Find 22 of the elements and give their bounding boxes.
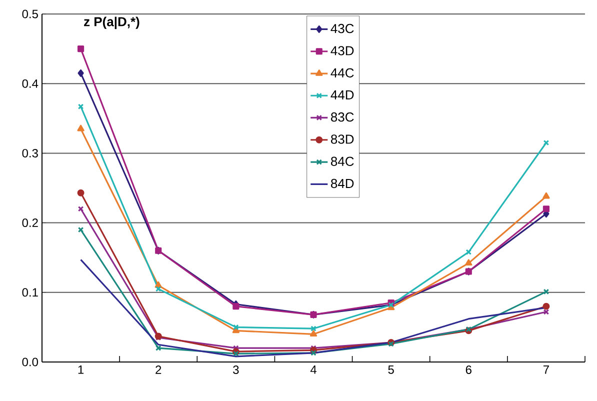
x-tick-label: 6 (466, 366, 472, 374)
legend-label: 44D (330, 90, 354, 100)
legend-label: 84D (330, 178, 354, 188)
y-tick-label: 0.5 (22, 10, 38, 18)
x-tick-label: 7 (543, 366, 549, 374)
legend-label: 83D (330, 134, 354, 144)
chart-title: z P(a|D,*) (84, 16, 140, 30)
y-tick-label: 0.4 (22, 79, 38, 88)
x-tick-label: 5 (388, 366, 394, 374)
x-tick-label: 4 (310, 366, 316, 374)
legend-label: 44C (330, 68, 354, 78)
legend-label: 83C (330, 112, 354, 122)
y-tick-label: 0.2 (22, 218, 38, 228)
y-tick-label: 0.3 (22, 148, 38, 158)
x-tick-label: 1 (78, 366, 84, 374)
x-tick-label: 2 (156, 366, 162, 374)
x-tick-label: 3 (233, 366, 239, 374)
y-tick-label: 0.1 (22, 288, 38, 297)
y-tick-label: 0.0 (22, 358, 38, 366)
legend-label: 43C (330, 24, 354, 34)
legend-label: 43D (330, 46, 354, 56)
legend-label: 84C (330, 156, 354, 166)
